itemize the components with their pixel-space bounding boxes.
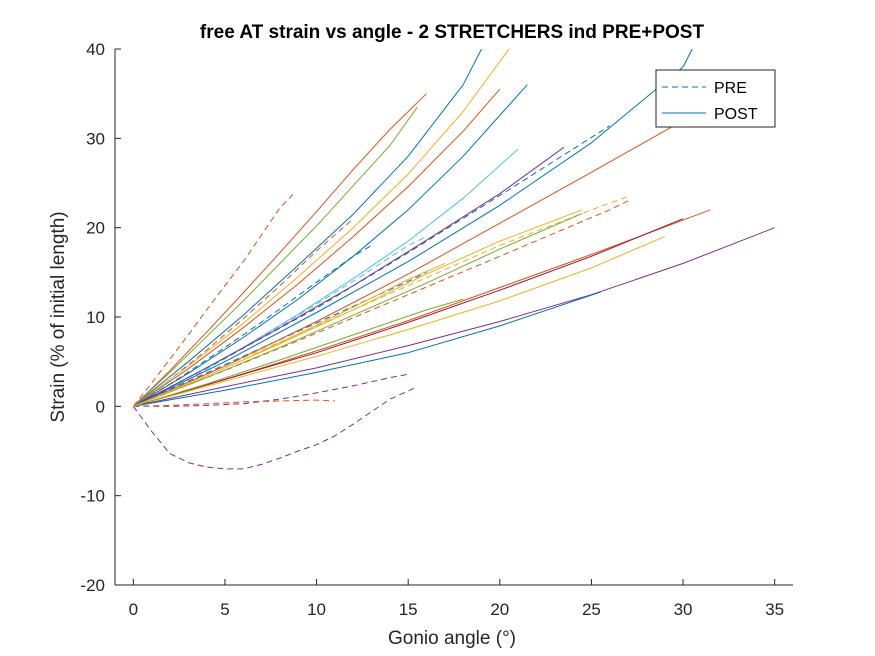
x-tick-label: 20 [490,600,509,619]
post-series-line-27 [133,291,601,407]
x-axis-label: Gonio angle (°) [388,628,516,649]
post-series-line-24 [133,218,684,407]
chart-title: free AT strain vs angle - 2 STRETCHERS i… [200,22,705,43]
y-ticks: -20 -10 0 10 20 30 40 [80,40,121,595]
x-tick-label: 30 [674,600,693,619]
post-series-line-22 [133,212,583,407]
pre-series-line-2 [133,245,372,407]
y-tick-label: 10 [86,308,105,327]
post-series-line-28 [133,298,464,407]
legend-post-label: POST [714,106,758,123]
x-tick-label: 0 [129,600,138,619]
legend-pre-label: PRE [714,80,747,97]
post-series-line-29 [133,262,446,407]
y-tick-label: 40 [86,40,105,59]
post-series-line-20 [133,146,565,407]
post-series-line-11 [132,93,427,407]
post-series-line-26 [133,227,775,407]
post-series-line-14 [133,49,510,407]
x-tick-label: 25 [582,600,601,619]
x-tick-label: 5 [220,600,229,619]
post-series-line-15 [133,88,501,407]
y-tick-label: 20 [86,219,105,238]
legend: PRE POST [655,69,776,128]
y-tick-label: 30 [86,129,105,148]
post-series-line-13 [132,49,482,407]
legend-box [655,69,776,128]
x-ticks: 0 5 10 15 20 25 30 35 [129,579,784,619]
post-series-line-16 [133,84,528,407]
series-layer [132,49,775,470]
y-tick-label: -20 [80,576,105,595]
x-tick-label: 35 [765,600,784,619]
post-series-line-25 [133,236,665,407]
y-tick-label: -10 [80,487,105,506]
y-axis-label: Strain (% of initial length) [48,211,69,422]
pre-series-line-0 [132,194,294,407]
x-tick-label: 15 [399,600,418,619]
x-tick-label: 10 [307,600,326,619]
pre-series-line-5 [132,386,418,470]
pre-series-line-6 [133,399,335,407]
pre-series-line-9 [133,200,629,407]
pre-series-line-10 [133,271,427,407]
post-series-line-12 [132,106,418,407]
post-series-line-18 [133,93,730,407]
y-tick-label: 0 [96,397,105,416]
plot-area [115,49,793,585]
